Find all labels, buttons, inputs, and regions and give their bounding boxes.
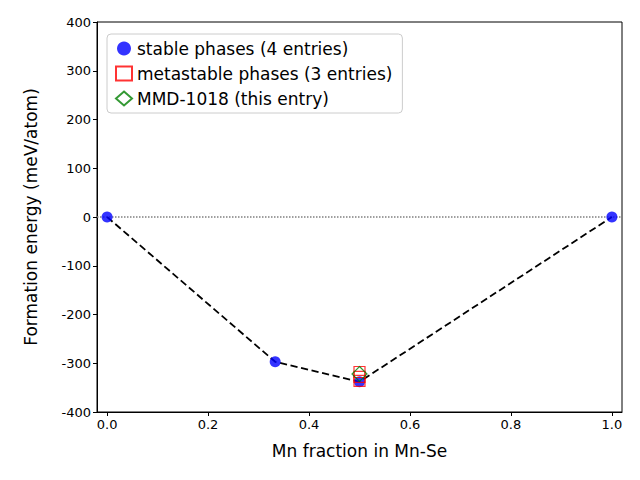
svg-text:200: 200 (66, 112, 91, 127)
svg-text:0.4: 0.4 (299, 417, 320, 432)
svg-text:1.0: 1.0 (602, 417, 623, 432)
svg-text:-400: -400 (61, 405, 91, 420)
svg-text:0.8: 0.8 (501, 417, 522, 432)
svg-text:-100: -100 (61, 258, 91, 273)
svg-text:MMD-1018 (this entry): MMD-1018 (this entry) (137, 89, 329, 109)
svg-text:400: 400 (66, 15, 91, 30)
svg-text:Mn fraction in Mn-Se: Mn fraction in Mn-Se (272, 441, 447, 461)
svg-text:0: 0 (83, 210, 91, 225)
svg-text:0.2: 0.2 (198, 417, 219, 432)
svg-text:-200: -200 (61, 307, 91, 322)
svg-text:0.0: 0.0 (97, 417, 118, 432)
svg-text:metastable phases (3 entries): metastable phases (3 entries) (137, 64, 392, 84)
svg-text:-300: -300 (61, 356, 91, 371)
svg-text:300: 300 (66, 63, 91, 78)
svg-text:Formation energy (meV/atom): Formation energy (meV/atom) (21, 88, 41, 346)
svg-text:100: 100 (66, 161, 91, 176)
svg-text:stable phases (4 entries): stable phases (4 entries) (137, 39, 348, 59)
svg-text:0.6: 0.6 (400, 417, 421, 432)
